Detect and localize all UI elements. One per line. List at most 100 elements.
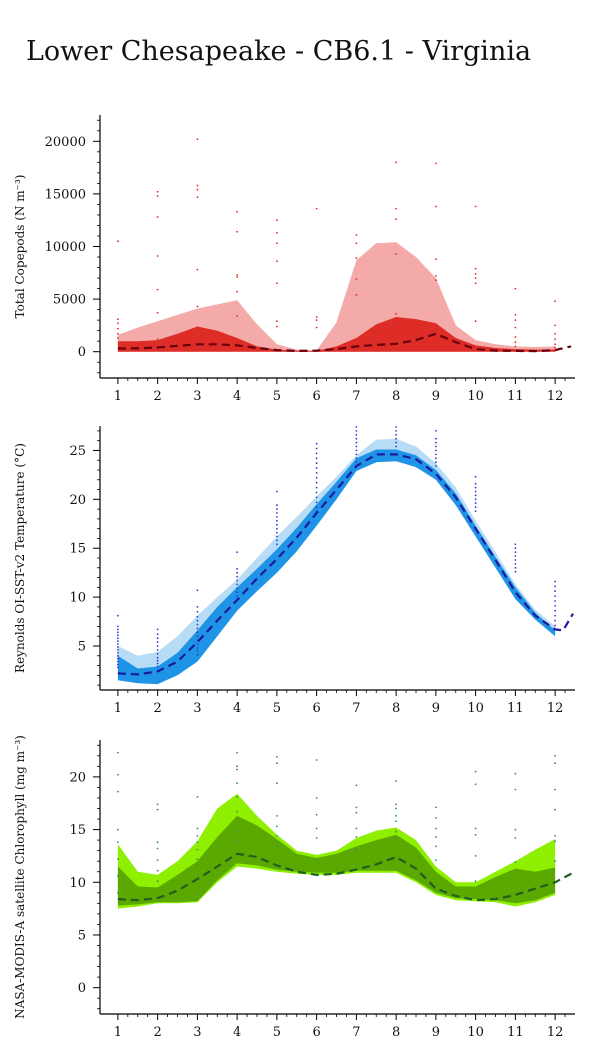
observation-point bbox=[117, 841, 119, 844]
observation-point bbox=[514, 837, 517, 839]
observation-point bbox=[315, 858, 318, 860]
observation-point bbox=[117, 790, 119, 793]
x-tick-label: 3 bbox=[193, 389, 201, 404]
observation-point bbox=[435, 859, 437, 861]
observation-point bbox=[276, 519, 278, 522]
observation-point bbox=[276, 490, 278, 493]
observation-point bbox=[355, 234, 358, 236]
observation-point bbox=[117, 891, 119, 894]
observation-point bbox=[196, 305, 199, 308]
observation-point bbox=[117, 318, 119, 320]
observation-point bbox=[435, 441, 437, 444]
observation-point bbox=[315, 496, 318, 499]
observation-point bbox=[276, 535, 278, 538]
x-tick-label: 5 bbox=[273, 389, 281, 404]
observation-point bbox=[156, 656, 159, 659]
observation-point bbox=[156, 652, 159, 655]
observation-point bbox=[514, 828, 517, 831]
x-tick-label: 8 bbox=[392, 701, 400, 716]
x-tick-label: 9 bbox=[432, 1025, 440, 1040]
observation-point bbox=[315, 759, 318, 761]
observation-point bbox=[554, 580, 556, 583]
observation-point bbox=[474, 855, 477, 857]
x-tick-label: 2 bbox=[153, 389, 161, 404]
observation-point bbox=[276, 762, 278, 765]
observation-point bbox=[196, 796, 199, 798]
observation-point bbox=[156, 311, 159, 314]
observation-point bbox=[236, 571, 239, 574]
observation-point bbox=[276, 825, 278, 828]
y-tick-label: 25 bbox=[69, 444, 86, 459]
x-tick-label: 5 bbox=[273, 1025, 281, 1040]
y-axis-label: Total Copepods (N m⁻³) bbox=[13, 175, 27, 319]
observation-point bbox=[315, 462, 318, 465]
observation-point bbox=[514, 566, 517, 569]
observation-point bbox=[196, 848, 199, 851]
observation-point bbox=[196, 827, 199, 830]
observation-point bbox=[554, 754, 556, 757]
observation-point bbox=[554, 600, 556, 602]
observation-point bbox=[117, 631, 119, 634]
inner-band bbox=[117, 317, 556, 352]
y-tick-label: 5000 bbox=[53, 293, 86, 308]
y-tick-label: 5 bbox=[78, 928, 86, 943]
observation-point bbox=[117, 640, 119, 642]
observation-point bbox=[474, 320, 477, 323]
observation-point bbox=[435, 430, 437, 432]
observation-point bbox=[236, 583, 239, 586]
x-tick-label: 11 bbox=[507, 701, 524, 716]
observation-point bbox=[395, 253, 397, 255]
observation-point bbox=[156, 659, 159, 662]
inner-band bbox=[117, 449, 556, 685]
x-tick-label: 3 bbox=[193, 1025, 201, 1040]
observation-point bbox=[236, 567, 239, 570]
observation-point bbox=[156, 641, 159, 643]
x-tick-label: 7 bbox=[352, 701, 360, 716]
x-tick-label: 6 bbox=[312, 389, 320, 404]
observation-point bbox=[514, 326, 517, 329]
y-tick-label: 15 bbox=[69, 542, 86, 557]
observation-point bbox=[355, 437, 358, 440]
observation-point bbox=[474, 783, 477, 786]
y-tick-label: 10000 bbox=[45, 240, 86, 255]
x-tick-label: 1 bbox=[114, 1025, 122, 1040]
observation-point bbox=[435, 275, 437, 277]
page-title: Lower Chesapeake - CB6.1 - Virginia bbox=[26, 36, 532, 67]
observation-point bbox=[117, 666, 119, 669]
observation-point bbox=[196, 196, 199, 198]
observation-point bbox=[315, 501, 318, 504]
observation-point bbox=[236, 595, 239, 597]
observation-point bbox=[514, 341, 517, 344]
x-tick-label: 6 bbox=[312, 1025, 320, 1040]
observation-point bbox=[117, 332, 119, 335]
x-tick-label: 12 bbox=[547, 701, 564, 716]
observation-point bbox=[355, 827, 358, 830]
observation-point bbox=[117, 643, 119, 645]
x-tick-label: 3 bbox=[193, 701, 201, 716]
y-tick-label: 5 bbox=[78, 640, 86, 655]
observation-point bbox=[395, 433, 397, 436]
observation-point bbox=[156, 645, 159, 647]
observation-point bbox=[276, 835, 278, 837]
observation-point bbox=[474, 482, 477, 485]
observation-point bbox=[435, 279, 437, 282]
median-trend-line bbox=[117, 453, 574, 676]
observation-point bbox=[355, 441, 358, 444]
observation-point bbox=[435, 445, 437, 448]
observation-point bbox=[196, 635, 199, 638]
observation-point bbox=[196, 858, 199, 860]
y-tick-label: 0 bbox=[78, 345, 86, 360]
observation-point bbox=[117, 637, 119, 640]
x-tick-label: 2 bbox=[153, 1025, 161, 1040]
observation-point bbox=[156, 190, 159, 193]
observation-point bbox=[156, 808, 159, 811]
observation-point bbox=[514, 563, 517, 565]
observation-point bbox=[276, 508, 278, 510]
observation-point bbox=[554, 343, 556, 346]
observation-point bbox=[236, 841, 239, 844]
observation-point bbox=[156, 803, 159, 806]
observation-point bbox=[395, 218, 397, 220]
observation-point bbox=[276, 756, 278, 758]
observation-point bbox=[355, 457, 358, 460]
observation-point bbox=[554, 835, 556, 837]
